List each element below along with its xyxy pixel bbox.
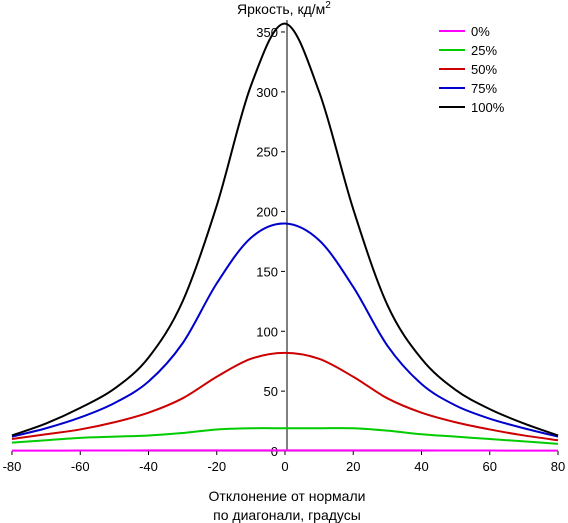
- series-line-25pct: [11, 427, 559, 445]
- y-tick-label: 200: [256, 205, 278, 220]
- x-tick-label: -20: [207, 459, 226, 474]
- x-tick-label: 20: [346, 459, 360, 474]
- legend-label: 25%: [471, 43, 497, 58]
- series-lines: [11, 22, 559, 452]
- legend-label: 50%: [471, 62, 497, 77]
- x-tick-label: 0: [281, 459, 288, 474]
- y-tick-label: 100: [256, 324, 278, 339]
- legend-label: 100%: [471, 100, 505, 115]
- x-ticks: -80 -60 -40 -20 0 20 40 60 80: [3, 451, 565, 474]
- x-axis-title-line1: Отклонение от нормали: [209, 488, 366, 504]
- x-tick-label: 80: [551, 459, 565, 474]
- y-tick-label: 300: [256, 85, 278, 100]
- legend: 0% 25% 50% 75% 100%: [439, 24, 505, 115]
- y-axis-title: Яркость, кд/м2: [237, 0, 331, 17]
- y-tick-label: 350: [256, 25, 278, 40]
- legend-label: 0%: [471, 24, 490, 39]
- series-line-100pct: [11, 22, 559, 437]
- x-tick-label: 40: [414, 459, 428, 474]
- x-tick-label: -60: [71, 459, 90, 474]
- x-axis-title-line2: по диагонали, градусы: [213, 507, 361, 523]
- series-line-75pct: [11, 222, 559, 438]
- y-tick-label: 150: [256, 264, 278, 279]
- series-line-50pct: [11, 351, 559, 442]
- y-ticks: 0 50 100 150 200 250 300 350: [256, 25, 285, 459]
- x-tick-label: -80: [3, 459, 22, 474]
- x-tick-label: 60: [483, 459, 497, 474]
- y-tick-label: 50: [264, 384, 278, 399]
- y-tick-label: 0: [271, 444, 278, 459]
- legend-label: 75%: [471, 81, 497, 96]
- x-tick-label: -40: [139, 459, 158, 474]
- y-tick-label: 250: [256, 145, 278, 160]
